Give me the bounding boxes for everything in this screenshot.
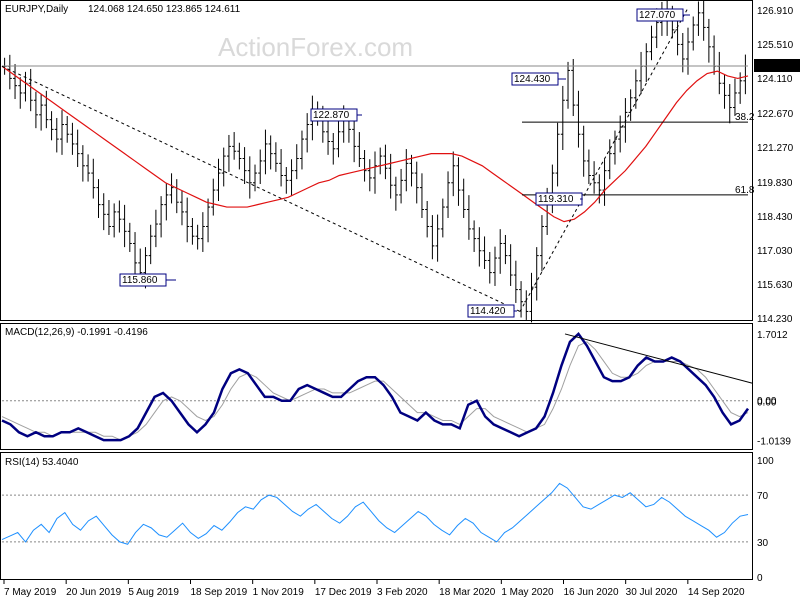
x-tick-label: 3 Feb 2020 (377, 587, 428, 598)
macd-line (1, 332, 750, 442)
macd-panel-frame (0, 323, 753, 450)
price-y-tick: 119.830 (757, 178, 793, 189)
price-y-tick: 114.230 (757, 314, 793, 325)
price-layer: 38.2 61.8 127.070 124.430 122.870 115.860 119.… (1, 0, 755, 323)
price-label-level: 119.310 (538, 194, 574, 205)
macd-title: MACD(12,26,9) -0.1991 -0.4196 (5, 327, 148, 338)
rsi-line (1, 482, 749, 545)
macd-y-tick: 0.00 (757, 398, 777, 409)
price-y-tick: 125.510 (757, 40, 794, 51)
price-y-tick: 118.430 (757, 212, 793, 223)
macd-y-tick: 1.7012 (757, 330, 788, 341)
price-y-tick: 117.030 (757, 246, 793, 257)
rsi-panel-frame (0, 452, 753, 580)
macd-trendline (564, 333, 753, 384)
price-label-low: 114.420 (470, 306, 506, 317)
price-y-tick: 122.670 (757, 109, 794, 120)
current-price-box (754, 58, 800, 72)
price-label-high: 127.070 (639, 10, 676, 21)
rsi-y-tick: 100 (757, 456, 774, 467)
macd-y-tick: -1.0139 (757, 437, 791, 448)
x-tick-label: 17 Dec 2019 (315, 587, 372, 598)
rsi-layer (1, 482, 749, 545)
moving-average-line (1, 65, 749, 223)
price-label-high: 124.430 (514, 74, 551, 85)
price-label-low: 115.860 (122, 275, 158, 286)
uptrend-line (519, 7, 689, 312)
fib-382-label: 38.2 (735, 112, 755, 123)
rsi-y-tick: 30 (757, 538, 769, 549)
x-tick-label: 20 Jun 2019 (66, 587, 121, 598)
macd-y-tick: 0.00 (757, 396, 777, 407)
rsi-y-tick: 0 (757, 573, 763, 584)
rsi-y-tick: 70 (757, 491, 769, 502)
fib-618-label: 61.8 (735, 185, 755, 196)
price-y-tick: 124.110 (757, 74, 793, 85)
x-tick-label: 14 Sep 2020 (688, 587, 745, 598)
x-tick-label: 18 Sep 2019 (191, 587, 248, 598)
chart-header-symbol: EURJPY,Daily (5, 4, 68, 15)
chart-header-ohlc: 124.068 124.650 123.865 124.611 (88, 4, 241, 15)
x-tick-label: 1 Nov 2019 (253, 587, 305, 598)
current-price-label: 124.611 (757, 61, 793, 72)
x-tick-label: 16 Jun 2020 (564, 587, 619, 598)
x-tick-label: 7 May 2019 (4, 587, 57, 598)
price-y-tick: 121.270 (757, 143, 794, 154)
macd-layer (1, 332, 753, 442)
x-tick-label: 1 May 2020 (501, 587, 554, 598)
x-tick-label: 30 Jul 2020 (626, 587, 678, 598)
price-y-tick: 126.910 (757, 6, 794, 17)
price-y-tick: 115.630 (757, 280, 793, 291)
price-label-high: 122.870 (313, 110, 350, 121)
watermark: ActionForex.com (218, 32, 413, 62)
x-tick-label: 18 Mar 2020 (439, 587, 496, 598)
price-panel-frame (0, 0, 753, 321)
rsi-title: RSI(14) 53.4040 (5, 457, 79, 468)
axis-layer: 114.230 115.630 117.030 118.430 119.830 121.2… (3, 6, 800, 598)
x-tick-label: 5 Aug 2019 (128, 587, 179, 598)
